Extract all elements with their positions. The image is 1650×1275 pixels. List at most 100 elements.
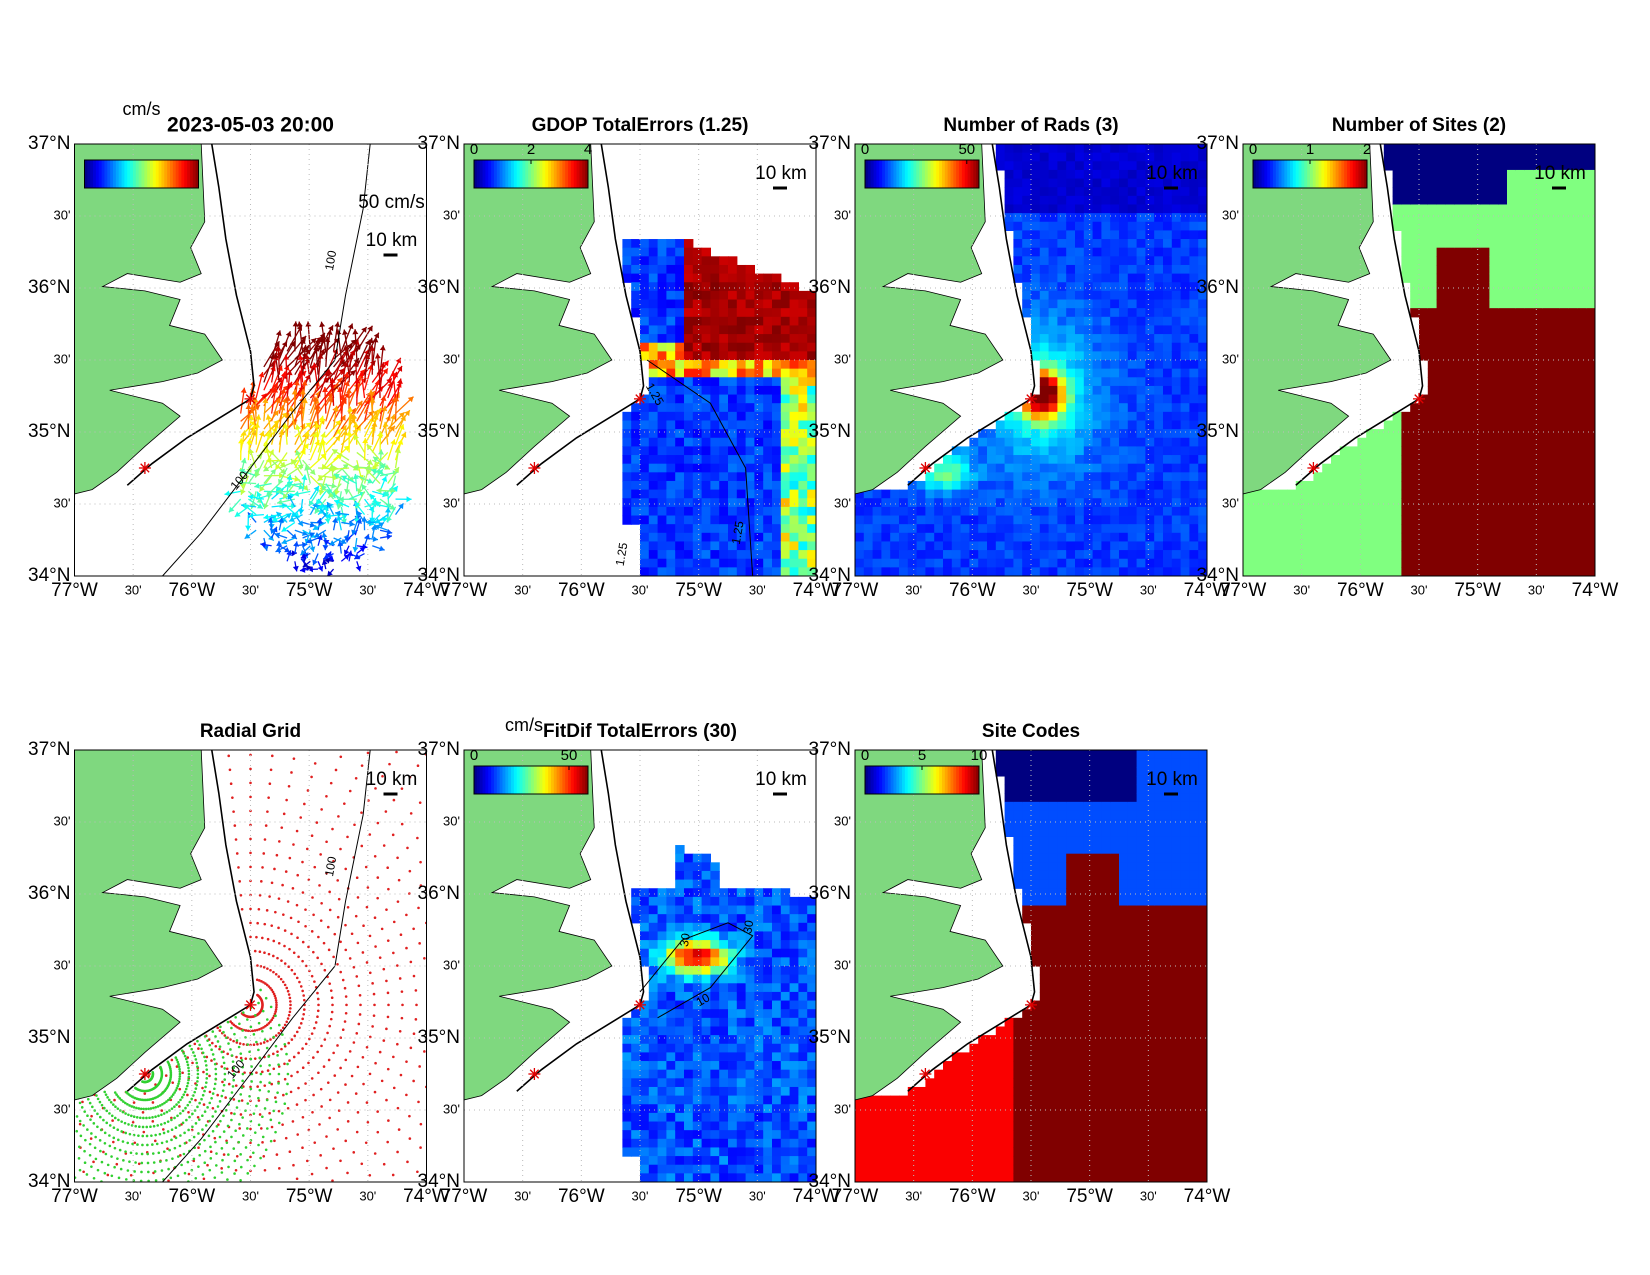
field-cell — [1066, 437, 1076, 447]
field-cell — [1559, 385, 1570, 396]
field-cell — [1471, 420, 1482, 430]
field-cell — [1498, 221, 1508, 231]
field-cell — [1436, 360, 1446, 370]
field-cell — [780, 515, 791, 525]
radial-grid-point — [378, 1050, 382, 1054]
field-cell — [890, 532, 900, 543]
field-cell — [666, 411, 676, 422]
current-vector — [278, 340, 296, 368]
field-cell — [1515, 334, 1526, 344]
field-cell — [1066, 515, 1076, 525]
radial-grid-point — [356, 1111, 360, 1114]
field-cell — [1180, 360, 1190, 370]
panel-title: GDOP TotalErrors (1.25) — [532, 115, 749, 136]
colorbar-step — [902, 160, 906, 188]
field-cell — [1559, 290, 1570, 301]
field-cell — [1454, 541, 1464, 551]
field-cell — [1445, 334, 1455, 344]
field-cell — [1586, 480, 1595, 491]
field-cell — [1427, 299, 1438, 309]
field-cell — [978, 455, 988, 465]
field-cell — [1348, 455, 1358, 465]
field-cell — [1577, 152, 1587, 162]
field-cell — [1463, 144, 1473, 154]
field-cell — [1163, 550, 1173, 560]
field-cell — [925, 498, 935, 508]
field-cell — [899, 541, 909, 551]
field-cell — [1031, 195, 1041, 206]
field-cell — [1101, 273, 1111, 283]
field-cell — [1013, 411, 1023, 422]
field-cell — [1471, 169, 1482, 180]
vector-head — [311, 431, 318, 438]
field-cell — [657, 567, 667, 576]
field-cell — [1410, 264, 1420, 275]
field-cell — [1524, 368, 1534, 378]
field-cell — [1119, 308, 1129, 318]
field-cell — [1101, 152, 1111, 162]
colorbar-step — [135, 160, 140, 188]
field-cell — [978, 567, 988, 576]
field-cell — [1489, 308, 1499, 318]
field-cell — [1048, 429, 1058, 439]
field-cell — [701, 368, 711, 378]
field-cell — [780, 394, 791, 404]
colorbar-step — [907, 160, 912, 188]
field-cell — [736, 567, 747, 576]
field-cell — [1189, 489, 1199, 499]
field-cell — [1092, 282, 1102, 292]
field-cell — [1524, 394, 1534, 404]
field-cell — [1577, 420, 1587, 430]
field-cell — [978, 489, 988, 499]
field-cell — [780, 351, 791, 361]
field-cell — [1577, 446, 1587, 456]
vector-head — [349, 520, 355, 527]
field-cell — [1542, 524, 1552, 534]
field-cell — [1075, 351, 1085, 361]
field-cell — [807, 550, 816, 560]
y-tick-label: 30' — [443, 351, 460, 366]
field-cell — [1136, 316, 1146, 327]
field-cell — [1463, 152, 1473, 162]
field-cell — [1163, 247, 1173, 257]
field-cell — [1410, 506, 1420, 517]
field-cell — [907, 524, 918, 534]
radial-grid-point — [260, 1027, 263, 1030]
field-cell — [789, 429, 799, 439]
colorbar-step — [927, 160, 932, 188]
field-cell — [1313, 541, 1323, 551]
field-cell — [1480, 308, 1490, 318]
field-cell — [798, 506, 808, 517]
field-cell — [1427, 169, 1438, 180]
field-cell — [1048, 437, 1058, 447]
field-cell — [1039, 385, 1050, 396]
field-cell — [1066, 178, 1076, 188]
field-cell — [1357, 524, 1367, 534]
field-cell — [657, 299, 667, 309]
field-cell — [1057, 308, 1067, 318]
colorbar-step — [95, 160, 100, 188]
field-cell — [1119, 480, 1129, 491]
field-cell — [855, 524, 865, 534]
field-cell — [1075, 472, 1085, 482]
field-cell — [1313, 506, 1323, 517]
field-cell — [1463, 282, 1473, 292]
field-cell — [1110, 264, 1120, 275]
field-cell — [1022, 195, 1032, 206]
field-cell — [684, 308, 694, 318]
field-cell — [1101, 567, 1111, 576]
field-cell — [1357, 532, 1367, 543]
field-cell — [1524, 429, 1534, 439]
field-cell — [1419, 316, 1429, 327]
field-cell — [1057, 446, 1067, 456]
field-cell — [969, 480, 979, 491]
field-cell — [1101, 377, 1111, 387]
field-cell — [978, 480, 988, 491]
field-cell — [1410, 550, 1420, 560]
field-cell — [772, 273, 782, 283]
field-cell — [772, 342, 782, 352]
field-cell — [1092, 506, 1102, 517]
field-cell — [1083, 290, 1094, 301]
field-cell — [987, 532, 997, 543]
field-cell — [789, 316, 799, 327]
